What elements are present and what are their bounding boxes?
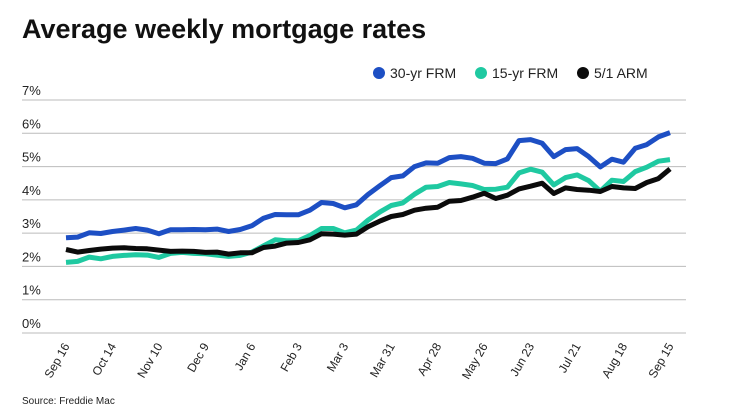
x-tick-label: Sep 15 (645, 340, 676, 380)
legend-label: 15-yr FRM (492, 65, 558, 81)
series-line (65, 166, 672, 257)
legend-label: 5/1 ARM (594, 65, 648, 81)
y-tick-label: 3% (22, 216, 41, 231)
y-tick-label: 2% (22, 249, 41, 264)
x-tick-label: Jul 21 (556, 340, 584, 375)
x-tick-label: Nov 10 (134, 340, 165, 380)
y-tick-label: 6% (22, 116, 41, 131)
x-tick-label: May 26 (459, 340, 491, 381)
chart-title: Average weekly mortgage rates (22, 14, 426, 44)
y-tick-label: 1% (22, 283, 41, 298)
x-tick-label: Mar 3 (324, 340, 352, 374)
legend-marker (475, 67, 487, 79)
x-tick-label: Dec 9 (184, 340, 212, 374)
y-tick-label: 4% (22, 183, 41, 198)
x-tick-label: Mar 31 (367, 340, 398, 380)
y-tick-label: 5% (22, 150, 41, 165)
x-tick-label: Jun 23 (507, 340, 537, 378)
source: Source: Freddie Mac (22, 396, 115, 407)
x-tick-label: Aug 18 (599, 340, 630, 380)
legend-marker (373, 67, 385, 79)
x-tick-label: Oct 14 (89, 340, 119, 378)
legend-marker (577, 67, 589, 79)
x-tick-label: Sep 16 (41, 340, 72, 380)
x-tick-label: Jan 6 (232, 340, 259, 373)
legend-label: 30-yr FRM (390, 65, 456, 81)
x-tick-label: Apr 28 (414, 340, 444, 378)
y-tick-label: 0% (22, 316, 41, 331)
x-tick-label: Feb 3 (277, 340, 305, 374)
series-line (65, 157, 671, 265)
series-line (65, 130, 671, 241)
y-tick-label: 7% (22, 83, 41, 98)
